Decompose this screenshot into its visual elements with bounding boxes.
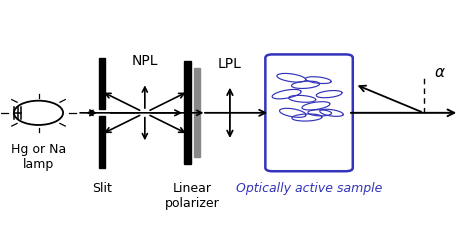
Text: LPL: LPL [218,57,242,71]
Text: α: α [434,65,444,80]
Text: Optically active sample: Optically active sample [236,182,382,195]
Bar [99,116,105,168]
Bar [99,58,105,109]
FancyBboxPatch shape [265,55,353,171]
Bar [194,68,200,157]
Text: Hg or Na
lamp: Hg or Na lamp [11,143,66,171]
Text: Linear
polarizer: Linear polarizer [165,182,219,210]
Bar [184,61,191,164]
Text: NPL: NPL [132,55,158,68]
Text: Slit: Slit [92,182,112,195]
